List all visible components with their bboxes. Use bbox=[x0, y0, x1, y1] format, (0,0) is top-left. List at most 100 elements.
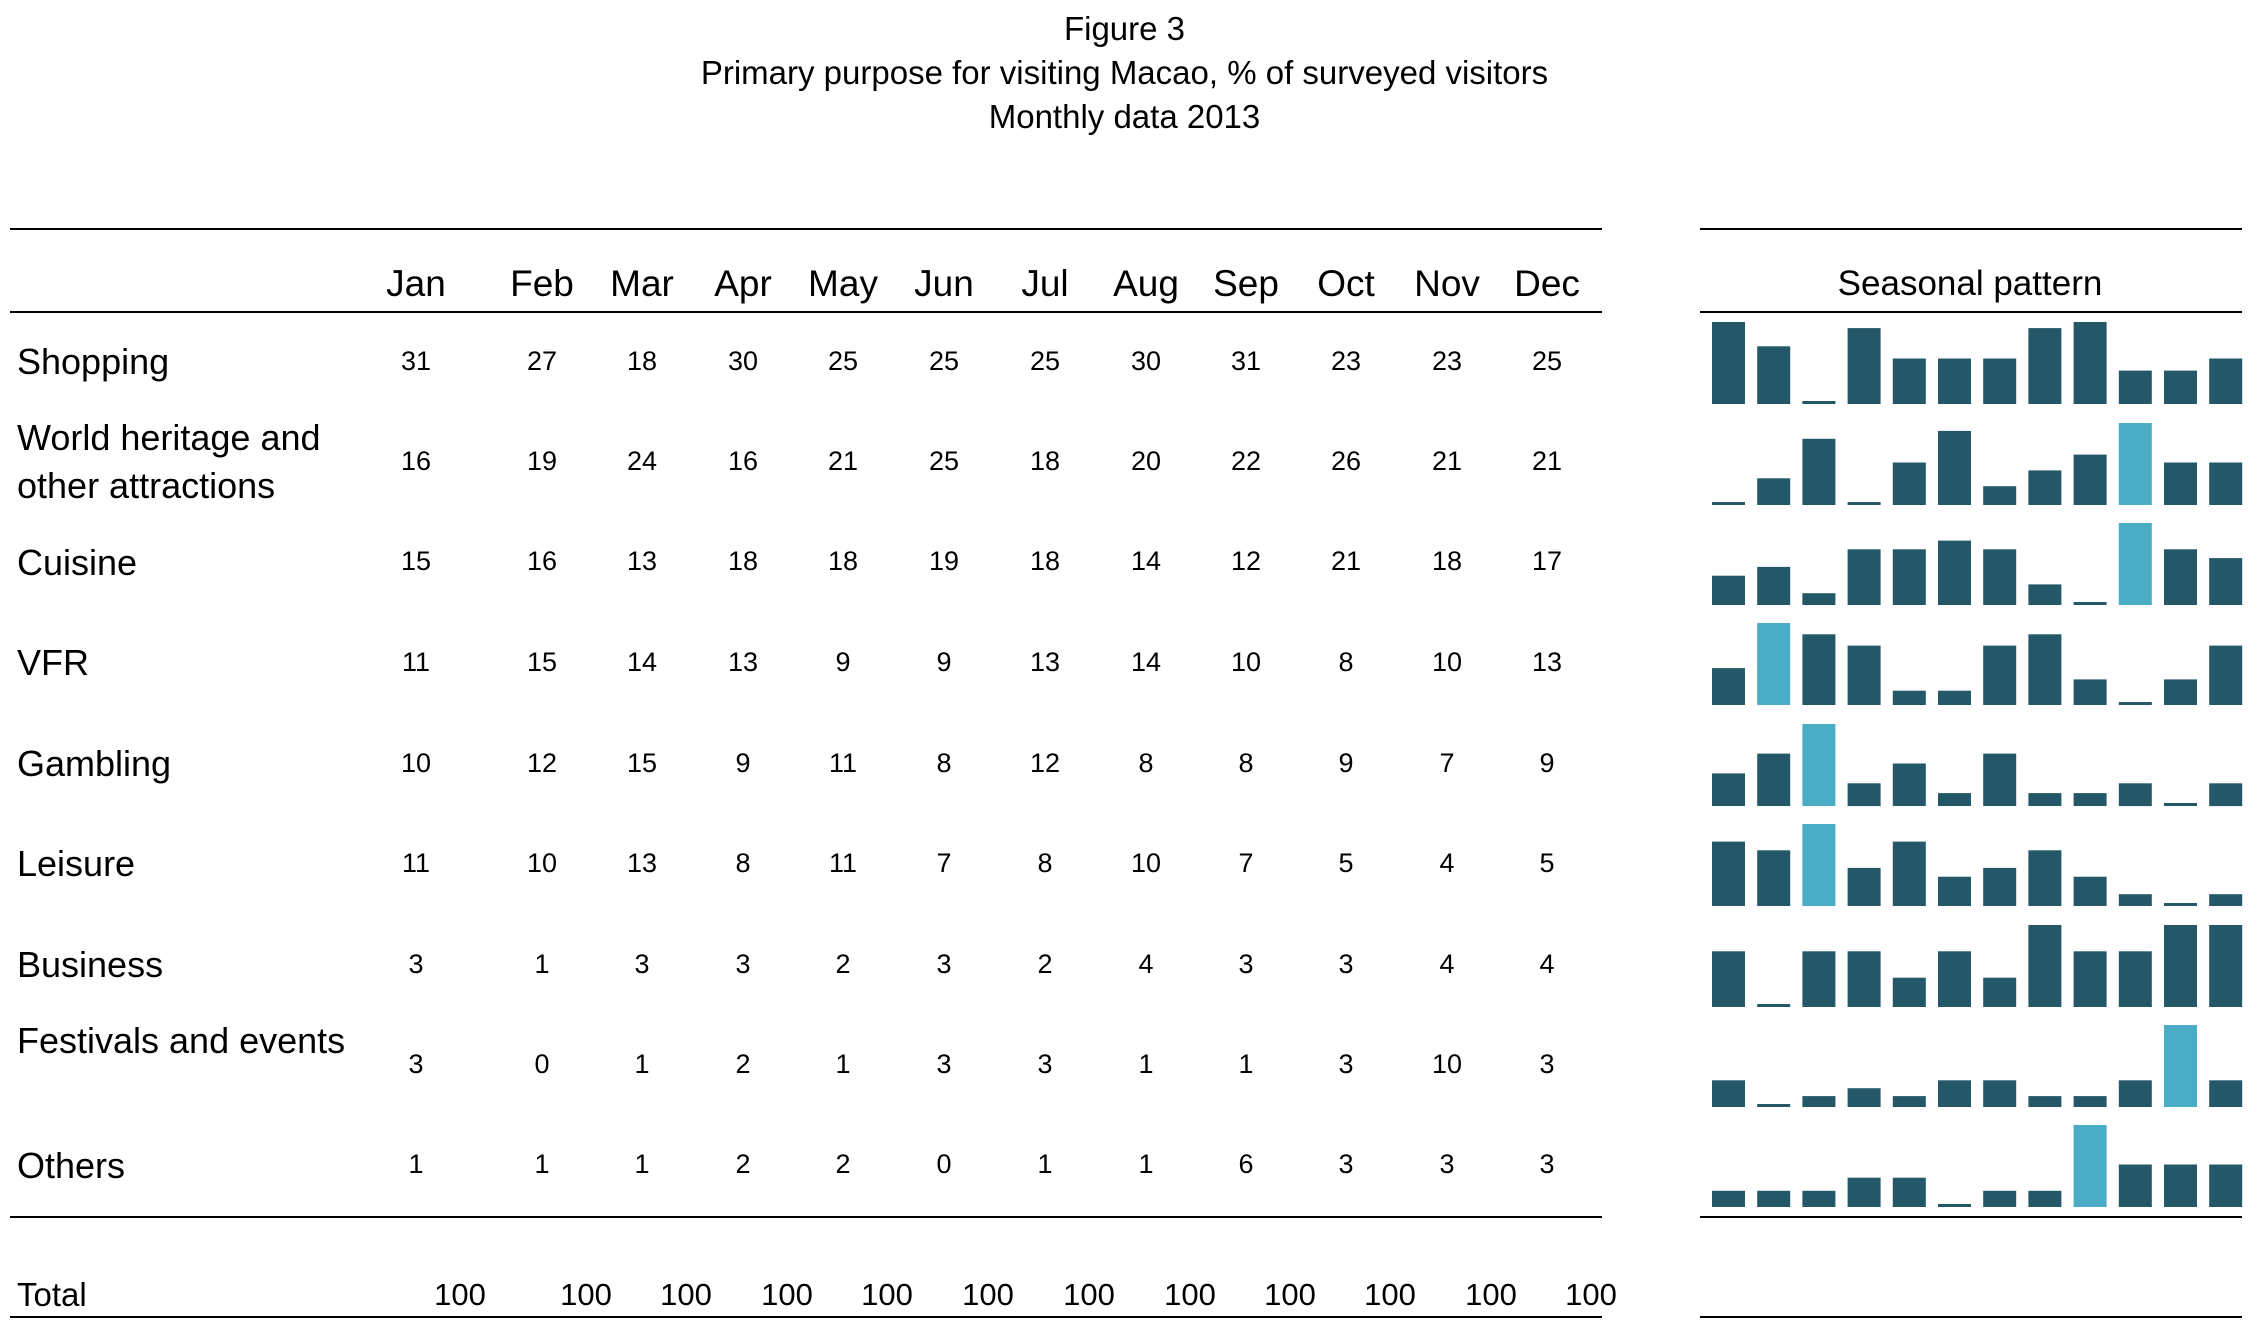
table-cell: 18 bbox=[1431, 546, 1463, 576]
table-cell: 31 bbox=[1230, 346, 1262, 376]
sparkline-bar bbox=[1802, 824, 1836, 906]
sparkline-bar bbox=[2073, 322, 2107, 404]
sparkline-bar bbox=[1757, 346, 1791, 404]
sparkline-bar bbox=[1757, 566, 1791, 605]
table-cell: 10 bbox=[400, 748, 432, 778]
row-label-cuisine: Cuisine bbox=[17, 542, 138, 583]
table-cell: 3 bbox=[1338, 949, 1354, 979]
table-cell: 3 bbox=[1338, 1049, 1354, 1079]
seasonal-top-rule bbox=[1700, 228, 2242, 230]
table-cell: 11 bbox=[401, 647, 431, 677]
sparkline-bar bbox=[1802, 438, 1836, 505]
sparkline-bar bbox=[1892, 977, 1926, 1007]
sparkline-bar bbox=[1757, 850, 1791, 906]
table-cell: 1 bbox=[408, 1149, 424, 1179]
sparkline-bar bbox=[2118, 1080, 2152, 1107]
sparkline-bar bbox=[2073, 1125, 2107, 1207]
table-cell: 1 bbox=[634, 1149, 650, 1179]
total-cell: 100 bbox=[1164, 1277, 1216, 1312]
table-cell: 27 bbox=[526, 346, 558, 376]
table-cell: 9 bbox=[1338, 748, 1354, 778]
sparkline-bar bbox=[2073, 876, 2107, 906]
table-cell: 3 bbox=[408, 949, 424, 979]
sparkline-bar bbox=[1757, 753, 1791, 806]
row-label-leisure: Leisure bbox=[17, 843, 136, 884]
table-cell: 18 bbox=[1029, 446, 1061, 476]
total-cell: 100 bbox=[1565, 1277, 1617, 1312]
table-cell: 21 bbox=[1431, 446, 1463, 476]
sparkline-bar bbox=[1847, 867, 1881, 906]
sparkline-bar bbox=[1757, 1004, 1791, 1007]
table-cell: 7 bbox=[936, 848, 952, 878]
sparkline-bar bbox=[1983, 358, 2017, 404]
row-label-business: Business bbox=[17, 944, 164, 985]
sparkline-bar bbox=[1802, 724, 1836, 806]
table-cell: 4 bbox=[1439, 848, 1455, 878]
table-cell: 8 bbox=[1338, 647, 1354, 677]
table-cell: 6 bbox=[1238, 1149, 1254, 1179]
sparkline-bar bbox=[1712, 1190, 1745, 1207]
sparkline-bar bbox=[2209, 558, 2243, 605]
sparkline-bar bbox=[2028, 1096, 2062, 1107]
table-cell: 3 bbox=[1238, 949, 1254, 979]
table-cell: 11 bbox=[401, 848, 431, 878]
sparkline-bar bbox=[1712, 773, 1745, 806]
table-cell: 1 bbox=[835, 1049, 851, 1079]
sparkline-bar bbox=[1802, 401, 1836, 404]
table-cell: 9 bbox=[936, 647, 952, 677]
table-cell: 2 bbox=[735, 1149, 751, 1179]
sparkline-bar bbox=[2073, 602, 2107, 605]
table-cell: 18 bbox=[727, 546, 759, 576]
sparkline-bar bbox=[1847, 549, 1881, 605]
sparkline-bar bbox=[1983, 645, 2017, 705]
table-cell: 22 bbox=[1230, 446, 1262, 476]
table-cell: 10 bbox=[1230, 647, 1262, 677]
sparkline-bar bbox=[1892, 462, 1926, 505]
table-cell: 3 bbox=[1539, 1049, 1555, 1079]
sparkline-bar bbox=[1983, 1190, 2017, 1207]
table-cell: 23 bbox=[1431, 346, 1463, 376]
sparkline-bar bbox=[2118, 523, 2152, 605]
sparkline-bar bbox=[2118, 370, 2152, 404]
table-cell: 1 bbox=[534, 1149, 550, 1179]
sparkline-bar bbox=[1892, 841, 1926, 906]
total-cell: 100 bbox=[560, 1277, 612, 1312]
month-header-sep: Sep bbox=[1213, 263, 1279, 304]
table-cell: 3 bbox=[1338, 1149, 1354, 1179]
table-cell: 17 bbox=[1531, 546, 1563, 576]
sparkline-bar bbox=[1802, 1190, 1836, 1207]
table-cell: 10 bbox=[1130, 848, 1162, 878]
table-cell: 15 bbox=[626, 748, 658, 778]
table-cell: 9 bbox=[735, 748, 751, 778]
sparkline-bar bbox=[2118, 783, 2152, 807]
table-cell: 8 bbox=[1238, 748, 1254, 778]
sparkline-bar bbox=[1938, 690, 1971, 705]
sparkline-bar bbox=[1847, 1177, 1881, 1207]
row-label-others: Others bbox=[17, 1145, 126, 1186]
table-cell: 31 bbox=[400, 346, 432, 376]
table-cell: 30 bbox=[1130, 346, 1162, 376]
chart-subtitle: Monthly data 2013 bbox=[988, 98, 1261, 135]
sparkline-bar bbox=[2164, 925, 2197, 1007]
table-cell: 11 bbox=[828, 848, 858, 878]
sparkline-bar bbox=[1757, 1190, 1791, 1207]
table-cell: 8 bbox=[1138, 748, 1154, 778]
sparkline-bar bbox=[2118, 702, 2152, 705]
table-cell: 16 bbox=[400, 446, 432, 476]
sparkline-bar bbox=[1757, 1104, 1791, 1107]
sparkline-bar bbox=[2164, 462, 2197, 505]
sparkline-bar bbox=[1712, 575, 1745, 605]
month-header-aug: Aug bbox=[1113, 263, 1179, 304]
month-header-mar: Mar bbox=[610, 263, 674, 304]
table-cell: 2 bbox=[835, 1149, 851, 1179]
total-cell: 100 bbox=[1465, 1277, 1517, 1312]
sparkline-bar bbox=[1847, 502, 1881, 505]
sparkline-bar bbox=[2209, 1164, 2243, 1207]
sparkline-bar bbox=[2028, 328, 2062, 404]
table-cell: 1 bbox=[1138, 1149, 1154, 1179]
sparkline-bar bbox=[1983, 486, 2017, 505]
sparkline-bar bbox=[1892, 1177, 1926, 1207]
total-cell: 100 bbox=[861, 1277, 913, 1312]
sparkline-bar bbox=[1757, 623, 1791, 705]
table-cell: 25 bbox=[928, 446, 960, 476]
